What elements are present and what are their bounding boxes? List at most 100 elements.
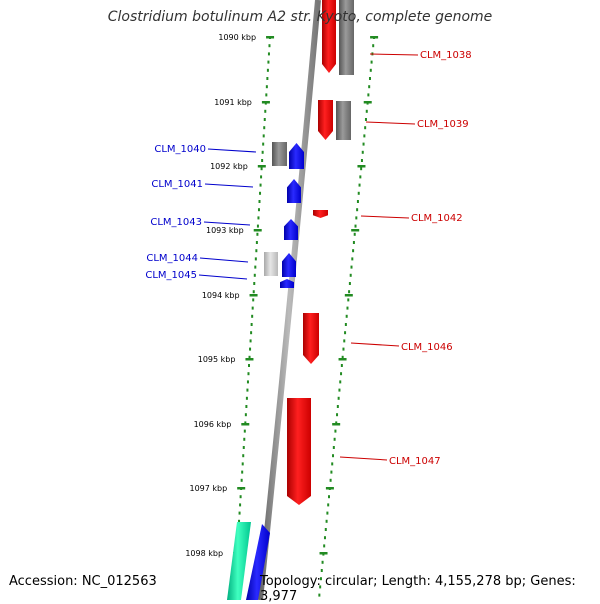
ruler-dot [263, 118, 266, 121]
ruler-dot [365, 109, 368, 113]
ruler-dot [346, 306, 349, 310]
ruler-dot [356, 208, 359, 212]
ruler-dot [246, 388, 249, 392]
ruler-major-tick [249, 294, 258, 297]
gene-arrow-forward[interactable] [318, 100, 333, 140]
ruler-dot [327, 495, 330, 499]
label-layer: CLM_1038 CLM_1039 CLM_1040 CLM_1041 CLM_1042… [145, 50, 471, 467]
gene-label[interactable]: CLM_1043 [150, 217, 202, 228]
gene-arrow-forward[interactable] [287, 398, 311, 505]
gene-label[interactable]: CLM_1045 [145, 270, 197, 281]
gene-arrow-forward[interactable] [303, 313, 319, 364]
ruler-dot [348, 282, 351, 285]
gene-label[interactable]: CLM_1042 [411, 213, 463, 224]
ruler-dot [320, 569, 323, 572]
ruler-kbp-label: 1091 kbp [214, 98, 252, 107]
ruler-dot [350, 265, 353, 269]
ruler-major-tick [237, 487, 246, 490]
gene-block-teal[interactable] [227, 522, 251, 600]
ruler-dot [372, 44, 375, 48]
ruler-kbp-label: 1093 kbp [206, 226, 244, 235]
ruler-dot [250, 323, 253, 326]
gene-label[interactable]: CLM_1041 [151, 179, 203, 190]
gene-block-gray[interactable] [339, 0, 354, 75]
ruler-dot [253, 282, 256, 285]
ruler-dot [354, 224, 357, 228]
ruler-dot [344, 323, 347, 326]
gene-label-leader-line [198, 274, 248, 280]
ruler-dot [319, 577, 322, 581]
ruler-major-tick [370, 36, 379, 39]
gene-label-leader-line [199, 257, 249, 263]
gene-arrow-forward[interactable] [322, 0, 336, 73]
ruler-dot [252, 290, 255, 294]
gene-label-leader-line [350, 342, 400, 347]
gene-label[interactable]: CLM_1040 [154, 144, 206, 155]
ruler-dot [247, 372, 250, 376]
ruler-dot [259, 191, 262, 195]
ruler-dot [353, 232, 356, 236]
gene-block-gray[interactable] [272, 142, 287, 166]
ruler-dot [263, 126, 266, 130]
ruler-dot [255, 241, 258, 244]
gene-label-leader-line [360, 215, 410, 219]
gene-arrow-reverse[interactable] [284, 219, 298, 240]
ruler-dot [337, 396, 340, 400]
gene-arrow-reverse[interactable] [289, 143, 304, 169]
gene-layer [227, 0, 354, 600]
ruler-major-tick [325, 487, 334, 490]
gene-label-leader-line [204, 183, 254, 188]
ruler-dot [321, 560, 324, 564]
ruler-dot [262, 142, 265, 146]
ruler-dot [264, 109, 267, 113]
ruler-major-tick [245, 358, 254, 361]
gene-arrow-reverse[interactable] [287, 179, 301, 203]
ruler-dot [362, 142, 365, 146]
ruler-major-tick [351, 229, 360, 232]
gene-arrow-forward[interactable] [313, 210, 328, 218]
ruler-dot [241, 462, 244, 466]
ruler-dot [338, 388, 341, 392]
gene-label[interactable]: CLM_1044 [146, 253, 198, 264]
ruler-dot [257, 208, 260, 212]
ruler-dot [245, 396, 248, 400]
gene-label[interactable]: CLM_1038 [420, 50, 472, 61]
ruler-layer: 1090 kbp 1091 kbp 1092 kbp 1093 kbp 1094 kbp… [185, 33, 379, 597]
ruler-dot [251, 306, 254, 310]
ruler-dot [345, 314, 348, 318]
gene-label[interactable]: CLM_1047 [389, 456, 441, 467]
ruler-dot [368, 85, 371, 89]
ruler-kbp-label: 1095 kbp [198, 355, 236, 364]
ruler-dot [357, 191, 360, 195]
ruler-dot [351, 257, 354, 261]
ruler-dot [319, 585, 322, 589]
ruler-dot [266, 68, 269, 72]
ruler-dot [254, 265, 257, 269]
ruler-dot [244, 421, 247, 425]
gene-label[interactable]: CLM_1046 [401, 342, 453, 353]
ruler-dot [252, 298, 255, 302]
ruler-dot [260, 175, 263, 179]
ruler-dot [341, 355, 344, 359]
gene-label[interactable]: CLM_1039 [417, 119, 469, 130]
gene-arrow-reverse[interactable] [282, 253, 296, 277]
gene-label-leader-line [369, 53, 419, 56]
gene-block-gray[interactable] [336, 101, 351, 140]
gene-arrow-reverse[interactable] [246, 524, 270, 600]
ruler-dot [361, 150, 364, 154]
ruler-dot [242, 454, 245, 458]
ruler-major-tick [261, 101, 270, 104]
gene-block-light-gray[interactable] [264, 252, 278, 276]
ruler-dot [352, 249, 355, 253]
ruler-dot [265, 85, 268, 89]
ruler-dot [370, 60, 373, 64]
ruler-dot [248, 355, 251, 359]
ruler-dot [334, 429, 337, 433]
gene-label-leader-line [365, 121, 416, 125]
ruler-dot [238, 519, 241, 523]
ruler-dot [324, 528, 327, 531]
ruler-dot [349, 273, 352, 277]
gene-arrow-reverse[interactable] [280, 279, 294, 288]
